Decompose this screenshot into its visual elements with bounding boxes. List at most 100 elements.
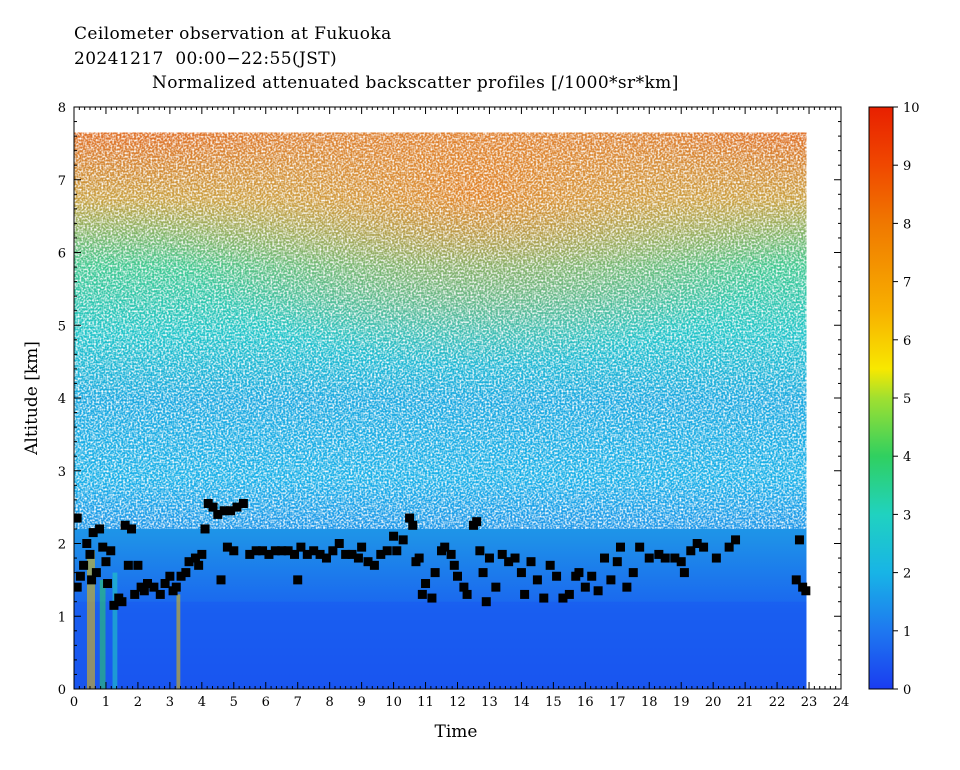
backscatter-heatmap <box>74 132 807 689</box>
cloud-base-point <box>315 549 325 559</box>
cloud-base-point <box>302 549 312 559</box>
cloud-base-point <box>660 553 670 563</box>
x-tick-label: 23 <box>801 695 818 710</box>
cloud-base-point <box>453 571 462 581</box>
cloud-base-point <box>628 568 638 578</box>
cloud-base-point <box>484 553 494 563</box>
cloud-base-point <box>635 542 645 552</box>
colorbar-tick-label: 10 <box>903 101 920 116</box>
colorbar-tick-label: 2 <box>903 567 911 582</box>
cloud-base-point <box>539 593 549 603</box>
heatmap-plume <box>99 579 106 689</box>
cloud-base-point <box>791 575 801 585</box>
heatmap-low-layer <box>74 601 807 689</box>
cloud-base-point <box>149 582 159 592</box>
x-tick-label: 9 <box>357 695 365 710</box>
x-tick-label: 8 <box>326 695 334 710</box>
cloud-base-point <box>341 549 351 559</box>
cloud-base-point <box>459 582 469 592</box>
cloud-base-point <box>552 571 562 581</box>
cloud-base-point <box>644 553 654 563</box>
x-tick-label: 11 <box>417 695 434 710</box>
cloud-base-point <box>574 568 584 578</box>
cloud-base-point <box>414 553 424 563</box>
cloud-base-point <box>219 506 229 516</box>
cloud-base-point <box>532 575 542 585</box>
cloud-base-point <box>612 557 622 567</box>
colorbar-tick-label: 4 <box>903 450 911 465</box>
colorbar-tick-label: 1 <box>903 625 911 640</box>
cloud-base-point <box>258 546 268 556</box>
cloud-base-point <box>181 568 191 578</box>
cloud-base-point <box>478 568 488 578</box>
x-tick-label: 1 <box>102 695 110 710</box>
cloud-base-point <box>85 549 95 559</box>
x-tick-label: 22 <box>769 695 786 710</box>
cloud-base-point <box>120 520 130 530</box>
cloud-base-point <box>491 582 501 592</box>
colorbar-scale <box>868 106 894 690</box>
colorbar-tick-label: 0 <box>903 683 911 698</box>
cloud-base-point <box>328 546 338 556</box>
cloud-base-point <box>171 582 181 592</box>
cloud-base-point <box>270 546 280 556</box>
cloud-base-point <box>481 597 491 607</box>
cloud-base-point <box>357 542 367 552</box>
x-axis-label: Time <box>435 722 478 742</box>
cloud-base-point <box>277 546 287 556</box>
cloud-base-point <box>176 571 186 581</box>
cloud-base-point <box>440 542 450 552</box>
chart-subtitle: Normalized attenuated backscatter profil… <box>152 73 679 93</box>
cloud-base-point <box>334 539 344 548</box>
cloud-base-point <box>731 535 741 545</box>
x-tick-label: 21 <box>737 695 754 710</box>
x-tick-label: 12 <box>449 695 466 710</box>
cloud-base-point <box>794 535 804 545</box>
cloud-base-point <box>139 586 149 596</box>
cloud-base-point <box>232 502 242 512</box>
cloud-base-point <box>101 557 111 567</box>
cloud-base-point <box>200 524 210 534</box>
cloud-base-point <box>226 506 236 516</box>
cloud-base-point <box>421 579 431 589</box>
colorbar: 0 1 2 3 4 5 6 7 8 9 10 <box>868 101 920 698</box>
cloud-base-point <box>98 542 108 552</box>
cloud-base-point <box>229 546 239 556</box>
cloud-base-point <box>293 575 303 585</box>
cloud-base-point <box>670 553 680 563</box>
cloud-base-point <box>91 568 101 578</box>
cloud-base-point <box>123 560 133 570</box>
cloud-base-point <box>382 546 392 556</box>
cloud-base-point <box>587 571 597 581</box>
colorbar-tick-label: 9 <box>903 159 911 174</box>
cloud-base-point <box>446 549 456 559</box>
colorbar-tick-label: 3 <box>903 508 911 523</box>
colorbar-tick-label: 6 <box>903 334 911 349</box>
y-tick-label: 5 <box>58 319 66 334</box>
cloud-base-point <box>106 546 116 556</box>
x-tick-label: 17 <box>609 695 626 710</box>
cloud-base-point <box>133 560 143 570</box>
cloud-base-point <box>692 539 702 548</box>
cloud-base-point <box>363 557 373 567</box>
y-tick-label: 1 <box>58 610 66 625</box>
y-tick-label: 6 <box>58 247 66 262</box>
cloud-base-point <box>472 517 482 527</box>
cloud-base-point <box>558 593 568 603</box>
cloud-base-point <box>296 542 306 552</box>
cloud-base-point <box>376 549 386 559</box>
cloud-base-point <box>194 560 204 570</box>
cloud-base-point <box>417 589 427 599</box>
cloud-base-point <box>405 513 415 523</box>
x-tick-label: 3 <box>166 695 174 710</box>
cloud-base-point <box>238 498 248 508</box>
cloud-base-point <box>606 575 616 585</box>
cloud-base-point <box>353 553 363 563</box>
y-tick-label: 2 <box>58 538 66 553</box>
cloud-base-point <box>165 571 175 581</box>
cloud-base-point <box>213 509 223 519</box>
chart-title-line-2: 20241217 00:00−22:55(JST) <box>74 49 338 69</box>
cloud-base-point <box>290 549 300 559</box>
cloud-base-point <box>676 557 686 567</box>
cloud-base-point <box>127 524 137 534</box>
